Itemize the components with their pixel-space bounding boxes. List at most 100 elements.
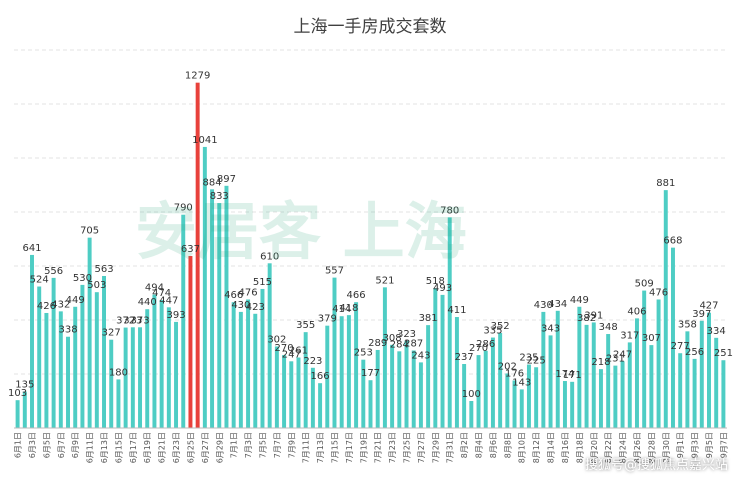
bar bbox=[253, 313, 258, 428]
x-tick-label: 7月11日 bbox=[302, 432, 311, 463]
value-label: 418 bbox=[339, 303, 358, 314]
bar bbox=[555, 310, 560, 428]
x-tick-label: 6月3日 bbox=[28, 432, 37, 458]
x-tick-label: 9月7日 bbox=[719, 432, 728, 458]
x-tick-label: 7月29日 bbox=[431, 432, 440, 463]
value-label: 563 bbox=[94, 264, 113, 275]
bar bbox=[634, 318, 639, 428]
bar bbox=[476, 355, 481, 428]
value-label: 225 bbox=[527, 355, 546, 366]
bar bbox=[58, 311, 63, 428]
value-label: 881 bbox=[656, 178, 675, 189]
bar bbox=[656, 299, 661, 428]
bar bbox=[73, 306, 78, 428]
value-label: 317 bbox=[620, 330, 639, 341]
value-label: 327 bbox=[102, 328, 121, 339]
watermark-logo: 安居客 上海 bbox=[135, 195, 595, 269]
bar bbox=[512, 380, 517, 428]
value-label: 223 bbox=[303, 356, 322, 367]
bar bbox=[267, 263, 272, 428]
x-tick-label: 6月1日 bbox=[14, 432, 23, 458]
bar bbox=[346, 315, 351, 428]
bar bbox=[498, 332, 503, 428]
bar bbox=[195, 82, 200, 429]
bar bbox=[598, 369, 603, 428]
x-tick-label: 8月22日 bbox=[604, 432, 613, 463]
value-label: 135 bbox=[15, 380, 34, 391]
x-tick-label: 8月6日 bbox=[489, 432, 498, 458]
x-tick-label: 6月7日 bbox=[57, 432, 66, 458]
value-label: 381 bbox=[419, 313, 438, 324]
bar bbox=[606, 334, 611, 428]
value-label: 338 bbox=[58, 325, 77, 336]
x-tick-label: 6月9日 bbox=[71, 432, 80, 458]
bar bbox=[620, 361, 625, 428]
value-label: 406 bbox=[627, 306, 646, 317]
value-label: 515 bbox=[253, 277, 272, 288]
bar bbox=[15, 400, 20, 428]
x-tick-label: 7月9日 bbox=[287, 432, 296, 458]
bar bbox=[188, 256, 193, 428]
bar bbox=[174, 321, 179, 428]
value-label: 509 bbox=[635, 279, 654, 290]
value-label: 897 bbox=[217, 174, 236, 185]
bar bbox=[577, 306, 582, 428]
value-label: 348 bbox=[599, 322, 618, 333]
x-tick-label: 9月5日 bbox=[705, 432, 714, 458]
value-label: 355 bbox=[296, 320, 315, 331]
value-label: 289 bbox=[368, 338, 387, 349]
x-tick-label: 7月31日 bbox=[446, 432, 455, 463]
value-label: 379 bbox=[318, 314, 337, 325]
x-tick-label: 6月27日 bbox=[201, 432, 210, 463]
x-tick-label: 8月4日 bbox=[475, 432, 484, 458]
value-label: 171 bbox=[563, 370, 582, 381]
value-label: 432 bbox=[51, 299, 70, 310]
bar bbox=[138, 327, 143, 428]
value-label: 790 bbox=[174, 203, 193, 214]
bar bbox=[562, 381, 567, 428]
bar bbox=[462, 364, 467, 428]
value-label: 277 bbox=[671, 341, 690, 352]
value-label: 247 bbox=[282, 349, 301, 360]
value-label: 411 bbox=[447, 305, 466, 316]
x-tick-label: 7月27日 bbox=[417, 432, 426, 463]
value-label: 343 bbox=[541, 323, 560, 334]
value-label: 284 bbox=[390, 339, 409, 350]
x-tick-label: 7月19日 bbox=[359, 432, 368, 463]
x-tick-label: 7月7日 bbox=[273, 432, 282, 458]
bar bbox=[519, 389, 524, 428]
value-label: 530 bbox=[73, 273, 92, 284]
value-label: 430 bbox=[534, 300, 553, 311]
value-label: 231 bbox=[606, 354, 625, 365]
value-label: 202 bbox=[498, 361, 517, 372]
value-label: 251 bbox=[714, 348, 733, 359]
bar bbox=[339, 316, 344, 428]
bar bbox=[30, 254, 34, 428]
value-label: 143 bbox=[512, 377, 531, 388]
bar bbox=[246, 299, 251, 428]
value-label: 521 bbox=[375, 275, 394, 286]
value-label: 373 bbox=[123, 315, 142, 326]
value-label: 180 bbox=[109, 367, 128, 378]
value-label: 166 bbox=[311, 371, 330, 382]
bar bbox=[397, 351, 402, 428]
bar bbox=[447, 217, 452, 428]
value-label: 705 bbox=[80, 226, 99, 237]
bar bbox=[368, 380, 373, 428]
bar bbox=[224, 185, 229, 428]
bar bbox=[663, 190, 668, 428]
value-label: 335 bbox=[483, 326, 502, 337]
bar bbox=[361, 359, 366, 428]
value-label: 524 bbox=[30, 275, 49, 286]
bar bbox=[584, 324, 589, 428]
value-label: 430 bbox=[231, 300, 250, 311]
value-label: 103 bbox=[8, 388, 27, 399]
bar bbox=[296, 357, 301, 428]
bar bbox=[238, 311, 243, 428]
value-label: 426 bbox=[37, 301, 56, 312]
value-label: 334 bbox=[707, 326, 726, 337]
value-label: 833 bbox=[210, 191, 229, 202]
value-label: 476 bbox=[239, 287, 258, 298]
bar bbox=[469, 401, 474, 428]
